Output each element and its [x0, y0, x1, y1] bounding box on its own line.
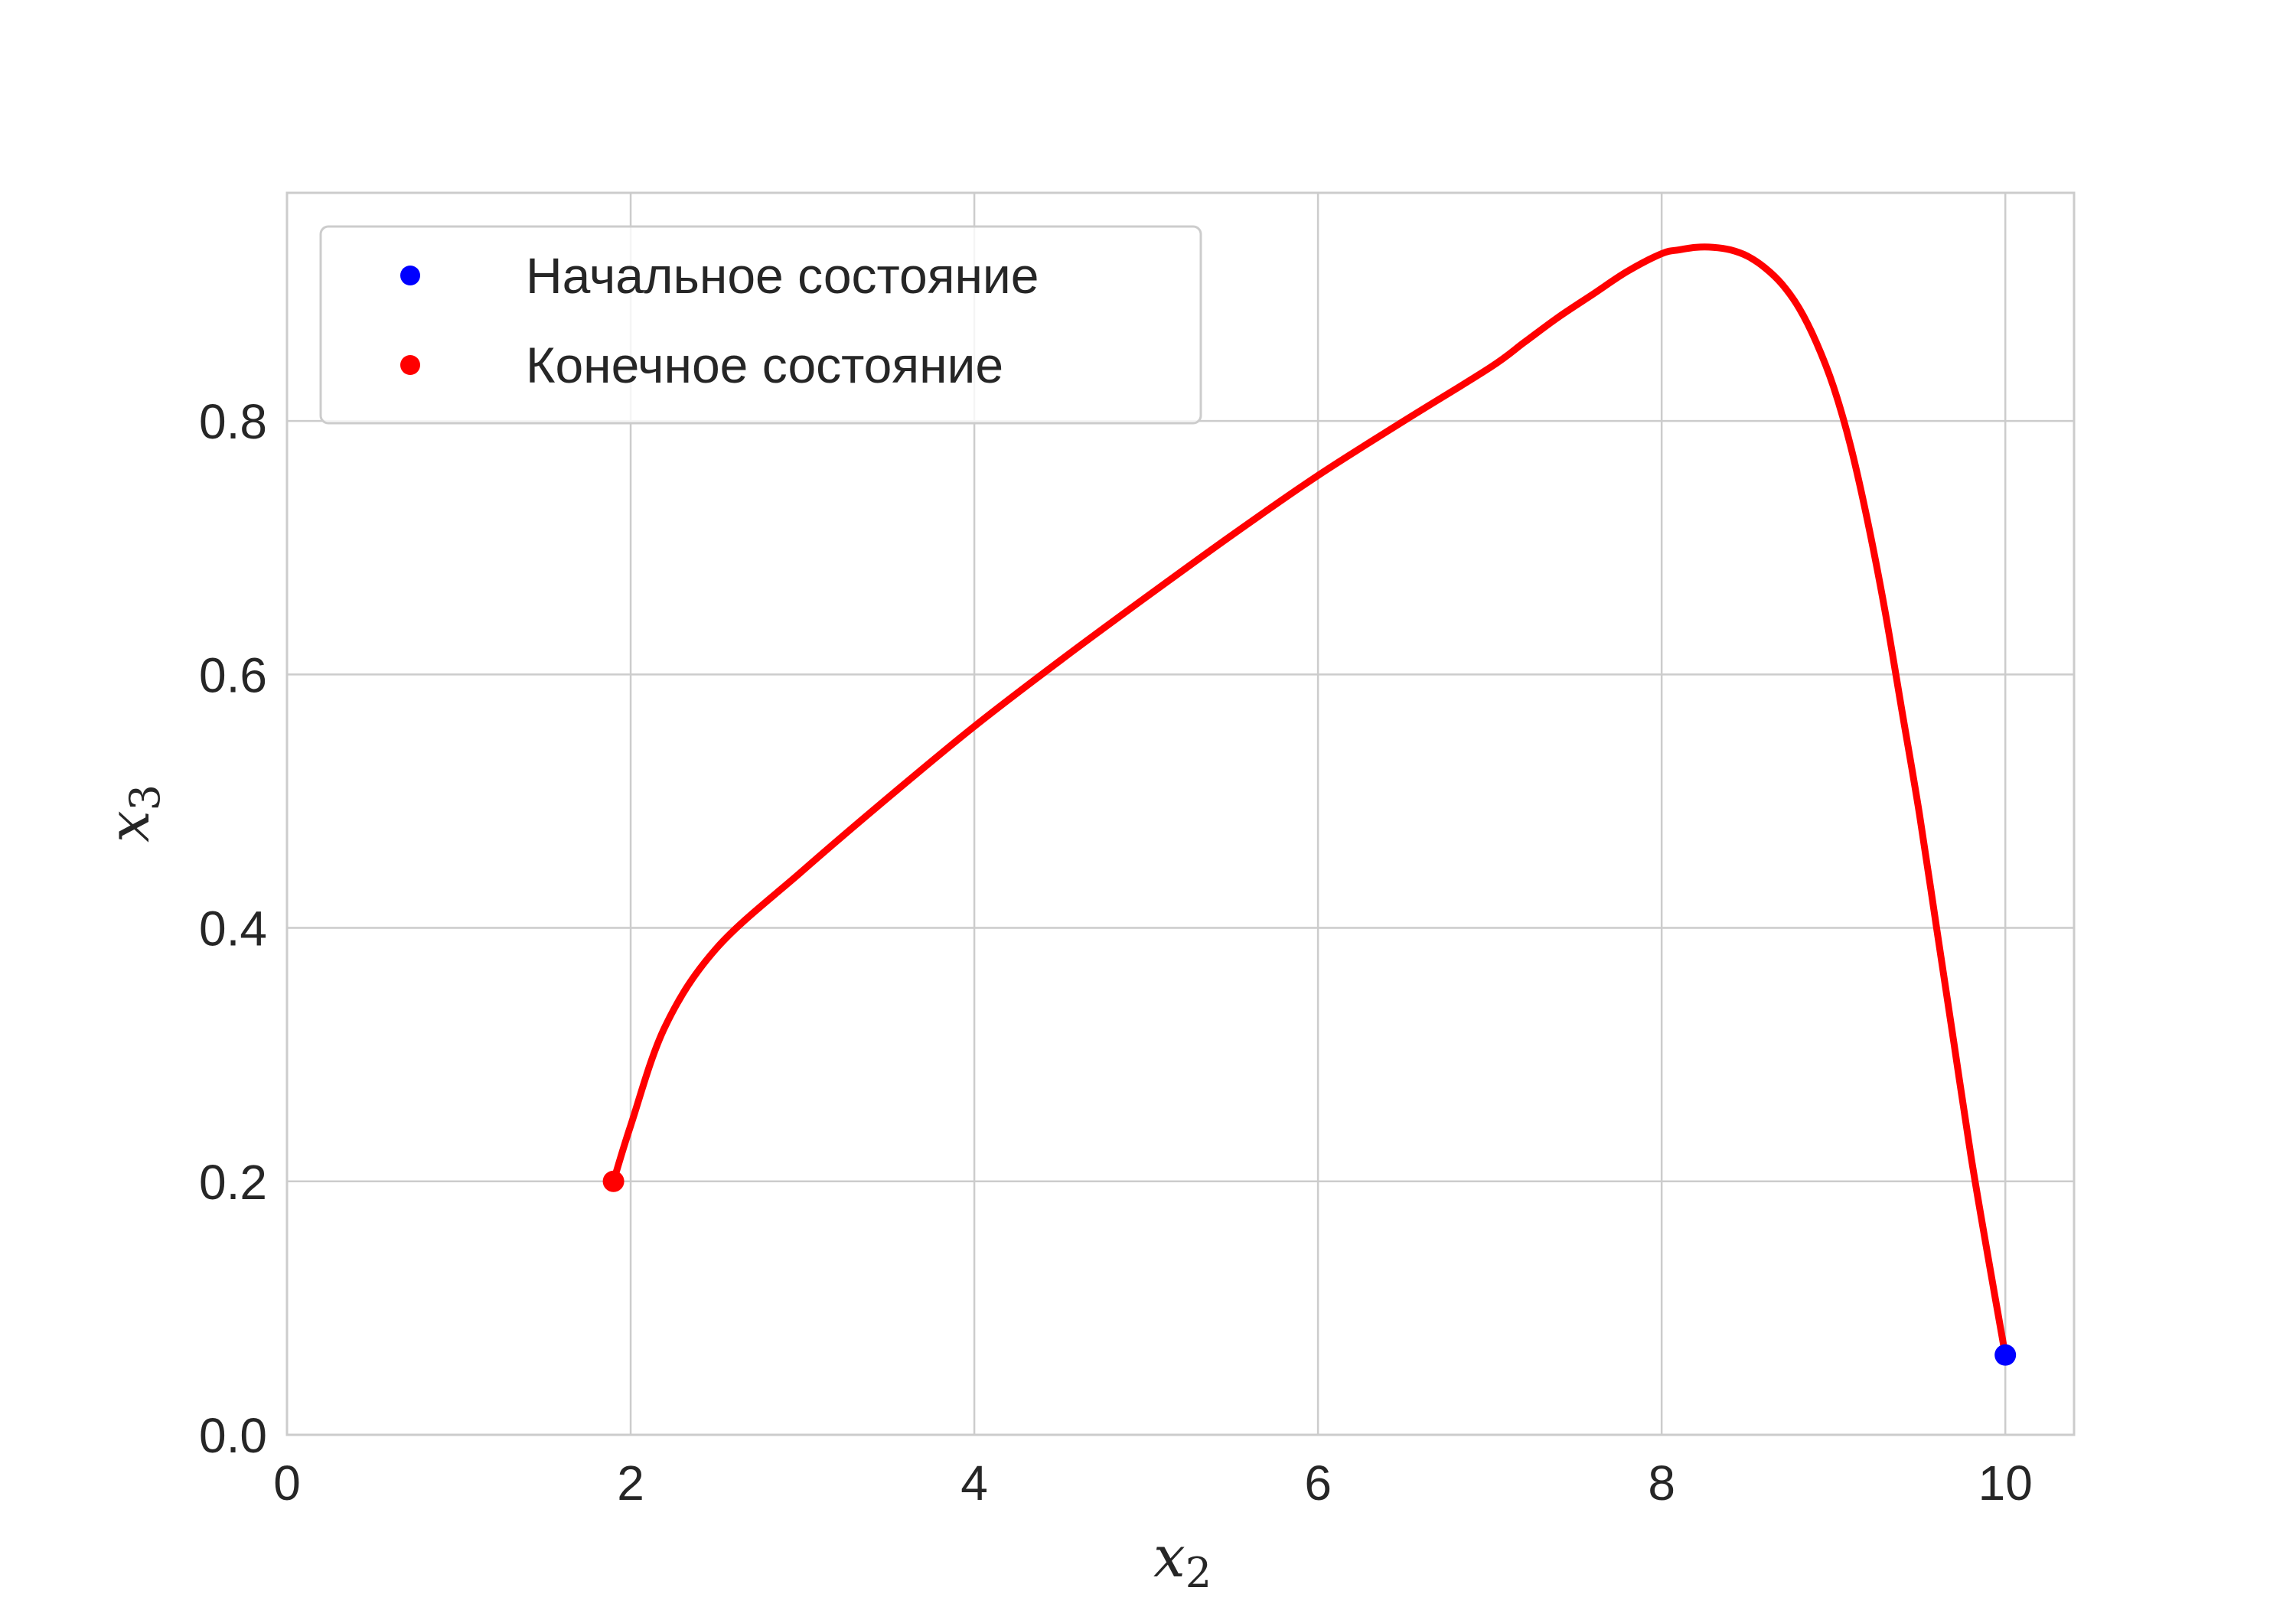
y-axis-label-main: x: [96, 810, 162, 843]
legend-marker-initial: [400, 266, 420, 285]
x-tick-label: 2: [617, 1455, 644, 1511]
x-tick-labels: 0 2 4 6 8 10: [273, 1455, 2033, 1511]
y-axis-label-subscript: 3: [121, 784, 169, 810]
legend-label-final: Конечное состояние: [526, 337, 1003, 393]
y-tick-label: 0.2: [199, 1155, 267, 1210]
trajectory-line: [610, 243, 2009, 1359]
legend-marker-final: [400, 355, 420, 375]
x-tick-label: 0: [273, 1455, 301, 1511]
y-tick-label: 0.6: [199, 647, 267, 702]
initial-state-point: [1994, 1344, 2017, 1366]
x-axis-label-subscript: 2: [1186, 1549, 1212, 1597]
y-tick-label: 0.4: [199, 901, 267, 957]
legend-label-initial: Начальное состояние: [526, 247, 1039, 304]
series-layer: [602, 243, 2017, 1366]
x-axis-label-main: x: [1153, 1524, 1186, 1590]
x-tick-label: 6: [1304, 1455, 1332, 1511]
legend: Начальное состояние Конечное состояние: [319, 225, 1202, 425]
x-tick-label: 4: [960, 1455, 988, 1511]
y-tick-labels: 0.0 0.2 0.4 0.6 0.8: [199, 394, 267, 1463]
final-state-point: [602, 1170, 625, 1192]
y-tick-label: 0.0: [199, 1408, 267, 1463]
y-axis-label: x3: [96, 784, 169, 843]
legend-box: [319, 225, 1202, 425]
x-tick-label: 10: [1978, 1455, 2033, 1511]
x-axis-label: x2: [1153, 1524, 1212, 1597]
x-tick-label: 8: [1648, 1455, 1675, 1511]
y-tick-label: 0.8: [199, 394, 267, 449]
plot-frame: [285, 191, 2076, 1436]
